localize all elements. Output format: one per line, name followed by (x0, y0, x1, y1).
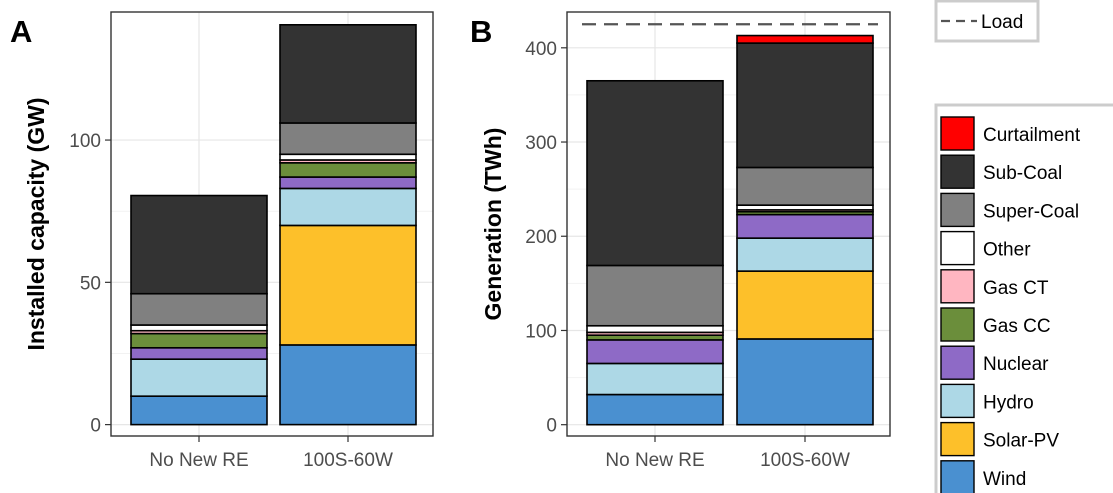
legend-swatch-gas-ct (940, 269, 975, 304)
x-tick-label: 100S-60W (760, 450, 850, 471)
bar-segment-solar-pv (279, 224, 417, 346)
bar-segment-sub-coal (279, 24, 417, 124)
legend-label-solar-pv: Solar-PV (983, 431, 1059, 452)
bar-segment-nuclear (736, 213, 874, 239)
legend-swatch-sub-coal (940, 154, 975, 189)
legend-swatch-hydro (940, 383, 975, 419)
legend-swatch-other (940, 230, 975, 266)
plot-border (110, 11, 434, 437)
bar-segment-other (279, 153, 417, 161)
legend-label-sub-coal: Sub-Coal (983, 163, 1062, 184)
legend-swatch-gas-cc (940, 307, 975, 342)
bar-segment-hydro (279, 187, 417, 227)
bar-segment-wind (130, 395, 268, 426)
bar-segment-sub-coal (586, 79, 724, 267)
y-tick-label: 400 (525, 39, 557, 60)
chart-panel-a: 0 50 100 No New RE 100S-60W Installed capacit… (10, 11, 434, 471)
y-tick-label: 0 (546, 416, 557, 437)
x-tick-label: No New RE (605, 450, 704, 471)
y-axis-title: Installed capacity (GW) (23, 97, 49, 350)
chart-panel-b: 0 100 200 300 400 No New RE 100S-60W Generation… (470, 11, 891, 471)
legend-label-gas-cc: Gas CC (983, 316, 1051, 337)
bar-segment-wind (279, 344, 417, 426)
bar-segment-hydro (736, 237, 874, 272)
bar-segment-nuclear (279, 176, 417, 190)
bar-segment-sub-coal (130, 194, 268, 295)
y-tick-label: 100 (525, 321, 557, 342)
bar-segment-wind (586, 393, 724, 426)
bar-segment-hydro (586, 362, 724, 396)
bar-segment-super-coal (130, 292, 268, 326)
legend-swatch-curtailment (940, 116, 975, 151)
bar-segment-sub-coal (736, 42, 874, 169)
x-tick-label: 100S-60W (303, 450, 393, 471)
bar-segment-curtailment (736, 34, 874, 44)
bar-segment-other (586, 324, 724, 334)
bar-segment-solar-pv (736, 270, 874, 340)
bar-segment-hydro (130, 358, 268, 397)
legend-swatch-nuclear (940, 345, 975, 380)
legend-label-gas-ct: Gas CT (983, 278, 1049, 299)
load-legend-box (934, 0, 1040, 43)
bar-segment-super-coal (279, 122, 417, 156)
legend-label-wind: Wind (983, 469, 1026, 490)
x-tick-label: No New RE (149, 450, 248, 471)
load-legend-label: Load (981, 12, 1023, 33)
bar-segment-super-coal (586, 264, 724, 327)
y-tick-label: 50 (80, 273, 101, 294)
bar-segment-nuclear (130, 346, 268, 360)
legend-label-hydro: Hydro (983, 392, 1034, 413)
y-tick-label: 100 (69, 131, 101, 152)
legend: Load Curtailment Sub-Coal Super-Coal Other Ga… (934, 0, 1113, 493)
legend-swatch-wind (940, 460, 975, 493)
y-tick-label: 200 (525, 227, 557, 248)
legend-label-other: Other (983, 240, 1031, 261)
legend-label-super-coal: Super-Coal (983, 201, 1079, 222)
legend-swatch-super-coal (940, 192, 975, 228)
panel-label: A (10, 14, 32, 49)
panel-label: B (470, 14, 492, 49)
bar-segment-gas-cc (130, 332, 268, 349)
legend-label-curtailment: Curtailment (983, 125, 1081, 146)
legend-swatch-solar-pv (940, 421, 975, 457)
plot-border (566, 11, 891, 437)
bar-segment-super-coal (736, 166, 874, 206)
y-axis-title: Generation (TWh) (480, 128, 506, 321)
bar-segment-nuclear (586, 339, 724, 365)
bar-segment-other (130, 324, 268, 332)
y-tick-label: 300 (525, 133, 557, 154)
y-tick-label: 0 (90, 416, 101, 437)
bar-segment-gas-cc (279, 162, 417, 178)
legend-label-nuclear: Nuclear (983, 354, 1049, 375)
bar-segment-wind (736, 338, 874, 426)
